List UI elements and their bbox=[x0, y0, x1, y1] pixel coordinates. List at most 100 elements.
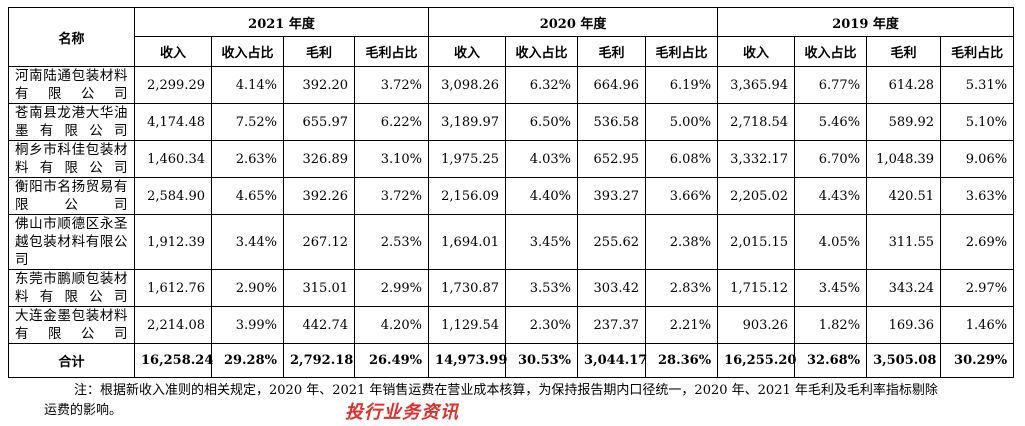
table-cell: 1.82% bbox=[794, 306, 868, 344]
table-cell: 6.77% bbox=[794, 66, 868, 104]
col-header: 毛利占比 bbox=[353, 36, 430, 67]
table-cell: 6.50% bbox=[505, 103, 579, 141]
table-cell: 6.70% bbox=[794, 140, 868, 178]
table-cell: 2,792.18 bbox=[283, 343, 355, 378]
table-cell: 1,694.01 bbox=[428, 214, 507, 270]
table-cell: 2,156.09 bbox=[428, 177, 507, 215]
table-cell: 3.45% bbox=[505, 214, 579, 270]
table-cell: 2,015.15 bbox=[717, 214, 796, 270]
table-cell: 7.52% bbox=[211, 103, 284, 141]
table-cell: 303.42 bbox=[577, 269, 647, 307]
table-cell: 343.24 bbox=[866, 269, 942, 307]
table-cell: 16,255.20 bbox=[717, 343, 796, 378]
col-header: 收入 bbox=[717, 36, 796, 67]
table-cell: 614.28 bbox=[866, 66, 942, 104]
table-cell: 311.55 bbox=[866, 214, 942, 270]
total-label: 合计 bbox=[8, 343, 135, 378]
table-cell: 3.45% bbox=[794, 269, 868, 307]
table-cell: 6.08% bbox=[645, 140, 719, 178]
col-header: 毛利占比 bbox=[645, 36, 719, 67]
table-row: 衡阳市名扬贸易有限公司 2,584.90 4.65% 392.26 3.72% 2,156… bbox=[8, 177, 1015, 215]
table-row: 苍南县龙港大华油墨有限公司 4,174.48 7.52% 655.97 6.22% 3,1… bbox=[8, 103, 1015, 141]
table-cell: 536.58 bbox=[577, 103, 647, 141]
table-cell: 326.89 bbox=[283, 140, 355, 178]
table-cell: 392.26 bbox=[283, 177, 355, 215]
table-cell: 1,129.54 bbox=[428, 306, 507, 344]
table-cell: 2.69% bbox=[940, 214, 1015, 270]
col-header: 收入占比 bbox=[794, 36, 868, 67]
table-row: 河南陆通包装材料有限公司 2,299.29 4.14% 392.20 3.72% 3,09… bbox=[8, 66, 1015, 104]
name-header: 名称 bbox=[8, 7, 135, 67]
table-row: 桐乡市科佳包装材料有限公司 1,460.34 2.63% 326.89 3.10% 1,9… bbox=[8, 140, 1015, 178]
table-cell: 28.36% bbox=[645, 343, 719, 378]
table-cell: 5.46% bbox=[794, 103, 868, 141]
table-cell: 1,975.25 bbox=[428, 140, 507, 178]
table-cell: 3.72% bbox=[353, 66, 430, 104]
table-cell: 32.68% bbox=[794, 343, 868, 378]
table-cell: 1,912.39 bbox=[134, 214, 212, 270]
table-cell: 1,612.76 bbox=[134, 269, 212, 307]
table-cell: 14,973.99 bbox=[428, 343, 507, 378]
table-cell: 5.31% bbox=[940, 66, 1015, 104]
table-cell: 3.66% bbox=[645, 177, 719, 215]
footnote-line: 运费的影响。 bbox=[44, 403, 123, 418]
col-header: 收入 bbox=[428, 36, 507, 67]
table-cell: 5.00% bbox=[645, 103, 719, 141]
table-cell: 3,365.94 bbox=[717, 66, 796, 104]
col-header: 毛利占比 bbox=[940, 36, 1015, 67]
table-cell: 3.10% bbox=[353, 140, 430, 178]
col-header: 收入占比 bbox=[211, 36, 284, 67]
table-cell: 4.14% bbox=[211, 66, 284, 104]
table-cell: 903.26 bbox=[717, 306, 796, 344]
table-cell: 3,189.97 bbox=[428, 103, 507, 141]
table-cell: 237.37 bbox=[577, 306, 647, 344]
table-cell: 30.29% bbox=[940, 343, 1015, 378]
table-cell: 6.32% bbox=[505, 66, 579, 104]
table-cell: 315.01 bbox=[283, 269, 355, 307]
company-name: 河南陆通包装材料有限公司 bbox=[8, 66, 135, 104]
table-cell: 3,098.26 bbox=[428, 66, 507, 104]
year-header: 2019 年度 bbox=[717, 7, 1015, 37]
company-name: 大连金墨包装材料有限公司 bbox=[8, 306, 135, 344]
company-name: 苍南县龙港大华油墨有限公司 bbox=[8, 103, 135, 141]
table-cell: 2,299.29 bbox=[134, 66, 212, 104]
table-cell: 1,730.87 bbox=[428, 269, 507, 307]
table-cell: 4.43% bbox=[794, 177, 868, 215]
table-cell: 3.63% bbox=[940, 177, 1015, 215]
table-cell: 2.90% bbox=[211, 269, 284, 307]
table-cell: 1,460.34 bbox=[134, 140, 212, 178]
table-cell: 6.22% bbox=[353, 103, 430, 141]
table-cell: 30.53% bbox=[505, 343, 579, 378]
total-row: 合计 16,258.24 29.28% 2,792.18 26.49% 14,9… bbox=[8, 343, 1015, 378]
table-cell: 3.44% bbox=[211, 214, 284, 270]
col-header: 收入占比 bbox=[505, 36, 579, 67]
table-cell: 169.36 bbox=[866, 306, 942, 344]
col-header: 毛利 bbox=[283, 36, 355, 67]
table-cell: 4.05% bbox=[794, 214, 868, 270]
table-cell: 4.65% bbox=[211, 177, 284, 215]
table-cell: 3.53% bbox=[505, 269, 579, 307]
table-cell: 2.83% bbox=[645, 269, 719, 307]
supplier-table: 名称 2021 年度 2020 年度 2019 年度 收入 收入占比 毛利 毛利… bbox=[8, 7, 1015, 378]
table-cell: 2,718.54 bbox=[717, 103, 796, 141]
table-cell: 4,174.48 bbox=[134, 103, 212, 141]
table-cell: 3.72% bbox=[353, 177, 430, 215]
table-cell: 9.06% bbox=[940, 140, 1015, 178]
table-cell: 2.38% bbox=[645, 214, 719, 270]
table-cell: 6.19% bbox=[645, 66, 719, 104]
table-cell: 2.99% bbox=[353, 269, 430, 307]
table-cell: 26.49% bbox=[353, 343, 430, 378]
table-cell: 267.12 bbox=[283, 214, 355, 270]
company-name: 衡阳市名扬贸易有限公司 bbox=[8, 177, 135, 215]
table-cell: 4.03% bbox=[505, 140, 579, 178]
col-header: 毛利 bbox=[866, 36, 942, 67]
table-cell: 3,332.17 bbox=[717, 140, 796, 178]
col-header: 毛利 bbox=[577, 36, 647, 67]
footnote: 注：根据新收入准则的相关规定，2020 年、2021 年销售运费在营业成本核算，… bbox=[44, 381, 1004, 421]
table-cell: 392.20 bbox=[283, 66, 355, 104]
company-name: 桐乡市科佳包装材料有限公司 bbox=[8, 140, 135, 178]
table-cell: 2.53% bbox=[353, 214, 430, 270]
table-row: 大连金墨包装材料有限公司 2,214.08 3.99% 442.74 4.20% 1,12… bbox=[8, 306, 1015, 344]
table-cell: 2,584.90 bbox=[134, 177, 212, 215]
company-name: 东莞市鹏顺包装材料有限公司 bbox=[8, 269, 135, 307]
